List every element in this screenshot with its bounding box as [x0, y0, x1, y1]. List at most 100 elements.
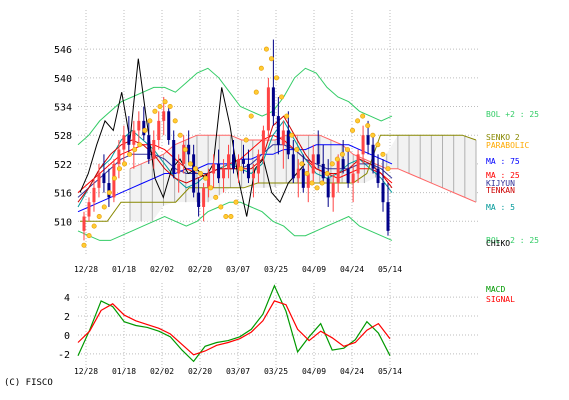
- price-x-tick-label: 12/28: [74, 265, 98, 274]
- price-x-tick-label: 03/25: [264, 265, 288, 274]
- candle-body: [236, 159, 240, 169]
- price-y-tick-label: 522: [54, 160, 72, 171]
- parabolic-dot: [127, 151, 133, 157]
- candle-body: [162, 111, 166, 121]
- macd-legend-entry: SIGNAL: [486, 295, 515, 304]
- candle-body: [331, 183, 335, 198]
- parabolic-dot: [122, 161, 128, 167]
- parabolic-dot: [187, 161, 193, 167]
- candle-body: [227, 154, 231, 169]
- candle-body: [157, 120, 161, 140]
- candle-body: [366, 135, 370, 145]
- parabolic-dot: [203, 175, 209, 181]
- parabolic-dot: [324, 170, 330, 176]
- candle-body: [311, 154, 315, 174]
- price-x-tick-label: 02/02: [150, 265, 174, 274]
- candle-body: [182, 144, 186, 164]
- candle-body: [296, 168, 300, 179]
- macd-x-tick-label: 02/20: [188, 367, 212, 376]
- parabolic-dot: [208, 185, 214, 191]
- parabolic-dot: [380, 151, 386, 157]
- candle-body: [102, 173, 106, 184]
- price-y-tick-label: 510: [54, 217, 72, 228]
- candle-body: [152, 140, 156, 160]
- candle-body: [246, 163, 250, 179]
- price-panel: 510 516 522 528 534 540 546 12/28 01/18 02/02 02/…: [54, 10, 539, 274]
- price-y-tick-label: 534: [54, 103, 72, 114]
- parabolic-dot: [228, 214, 234, 220]
- parabolic-dot: [106, 190, 112, 196]
- parabolic-dot: [142, 127, 148, 133]
- parabolic-dot: [96, 214, 102, 220]
- candle-body: [132, 130, 136, 145]
- parabolic-dot: [370, 132, 376, 138]
- parabolic-dot: [263, 46, 269, 52]
- parabolic-dot: [253, 89, 259, 95]
- legend-entry: BOL -2 : 25: [486, 236, 539, 245]
- parabolic-dot: [223, 214, 229, 220]
- candle-body: [326, 178, 330, 198]
- parabolic-dot: [268, 56, 274, 62]
- legend-entry: MA : 75: [486, 157, 520, 166]
- candle-body: [92, 187, 96, 203]
- candle-body: [177, 163, 181, 174]
- parabolic-dot: [172, 118, 178, 124]
- price-x-tick-label: 03/07: [226, 265, 250, 274]
- price-y-tick-label: 516: [54, 189, 72, 200]
- candle-body: [286, 130, 290, 155]
- macd-line-macd: [77, 284, 391, 363]
- parabolic-dot: [360, 113, 366, 119]
- candle-body: [256, 154, 260, 174]
- series-line-senko-2: [80, 134, 477, 222]
- candlesticks: [82, 39, 390, 241]
- macd-series-lines: [77, 284, 391, 363]
- parabolic-dot: [198, 170, 204, 176]
- candle-body: [167, 111, 171, 140]
- parabolic-dot: [192, 166, 198, 172]
- macd-legend-entry: MACD: [486, 285, 505, 294]
- parabolic-dot: [147, 118, 153, 124]
- macd-line-signal: [77, 300, 391, 356]
- macd-x-tick-label: 12/28: [74, 367, 98, 376]
- candle-body: [351, 173, 355, 184]
- legend-entry: MA : 5: [486, 203, 515, 212]
- price-y-tick-label: 528: [54, 131, 72, 142]
- price-y-tick-label: 540: [54, 74, 72, 85]
- candle-body: [281, 130, 285, 145]
- candle-body: [87, 202, 91, 217]
- series-line-bol-2-25: [77, 67, 393, 146]
- candle-body: [187, 144, 191, 155]
- parabolic-dot: [233, 199, 239, 205]
- legend-entry: PARABOLIC: [486, 141, 530, 150]
- candle-body: [207, 173, 211, 188]
- candle-body: [232, 154, 236, 169]
- candle-body: [147, 135, 151, 160]
- macd-y-tick-label: 0: [64, 331, 70, 342]
- parabolic-dot: [116, 166, 122, 172]
- parabolic-dot: [132, 147, 138, 153]
- macd-y-tick-labels: -2 0 2 4: [58, 293, 70, 361]
- price-x-tick-label: 02/20: [188, 265, 212, 274]
- parabolic-dot: [167, 104, 173, 110]
- parabolic-dot: [375, 142, 381, 148]
- legend-entry: KIJYUN: [486, 179, 515, 188]
- parabolic-dot: [355, 118, 361, 124]
- senko-1-line: [129, 134, 477, 203]
- price-x-tick-label: 05/14: [378, 265, 402, 274]
- parabolic-dot: [81, 242, 87, 248]
- parabolic-dot: [91, 223, 97, 229]
- candle-body: [321, 163, 325, 179]
- legend-entry: TENKAN: [486, 186, 515, 195]
- parabolic-dot: [274, 75, 280, 81]
- copyright-label: (C) FISCO: [4, 378, 53, 388]
- parabolic-dot: [309, 180, 315, 186]
- macd-x-tick-label: 04/09: [302, 367, 326, 376]
- candle-body: [261, 130, 265, 155]
- parabolic-dot: [304, 170, 310, 176]
- candle-body: [217, 163, 221, 179]
- macd-panel: -2 0 2 4 12/28 01/18 02/02 02/20 03/07 03/25 04/0…: [58, 283, 515, 376]
- candle-body: [137, 120, 141, 131]
- macd-y-tick-label: 4: [64, 293, 70, 304]
